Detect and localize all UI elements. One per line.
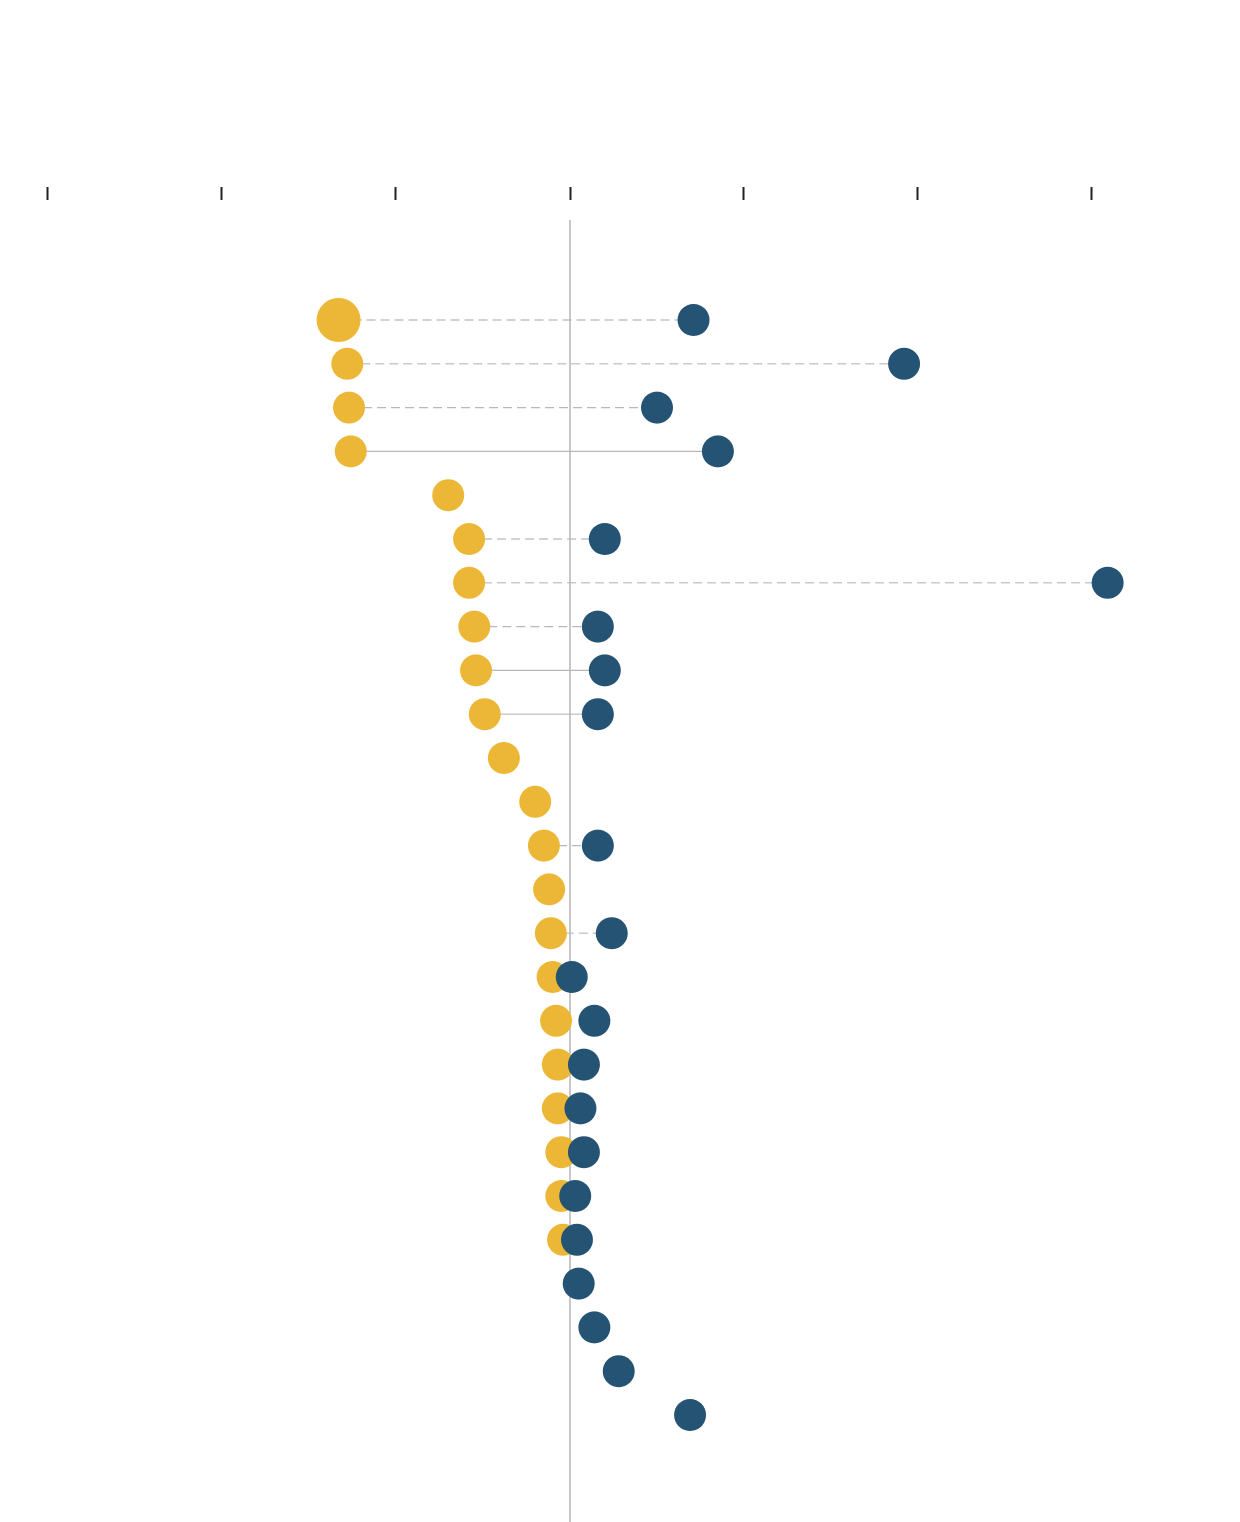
- x-axis-ticks: [46, 187, 1093, 200]
- series-b-dot: [581, 610, 614, 643]
- series-b-dots: [555, 304, 1124, 1431]
- series-b-dot: [555, 961, 588, 993]
- series-a-dot: [487, 742, 520, 774]
- series-a-dot: [545, 1136, 578, 1169]
- series-a-dot: [541, 1048, 574, 1081]
- series-a-dot: [331, 347, 364, 380]
- series-a-dot: [453, 566, 486, 599]
- series-b-dot: [564, 1092, 597, 1125]
- series-a-dots: [316, 298, 580, 1256]
- series-a-dot: [460, 654, 493, 687]
- series-b-dot: [578, 1311, 611, 1344]
- series-b-dot: [595, 917, 628, 950]
- series-b-dot: [578, 1004, 611, 1037]
- series-b-dot: [560, 1223, 593, 1256]
- series-b-dot: [888, 347, 921, 380]
- series-b-dot: [674, 1399, 707, 1431]
- series-b-dot: [588, 523, 621, 555]
- series-b-dot: [588, 654, 621, 687]
- series-a-dot: [432, 479, 465, 512]
- connector-lines: [338, 319, 1108, 934]
- series-a-dot: [534, 917, 567, 950]
- series-a-dot: [519, 785, 552, 818]
- series-b-dot: [559, 1180, 592, 1212]
- series-b-dot: [567, 1048, 600, 1081]
- series-a-dot: [541, 1092, 574, 1125]
- series-a-dot: [334, 435, 367, 468]
- series-a-dot: [527, 829, 560, 862]
- series-a-dot: [316, 298, 361, 342]
- series-a-dot: [458, 610, 491, 643]
- series-b-dot: [641, 391, 673, 424]
- series-b-dot: [562, 1267, 595, 1300]
- series-b-dot: [567, 1136, 600, 1169]
- series-a-dot: [533, 873, 566, 906]
- series-b-dot: [1091, 566, 1124, 599]
- series-a-dot: [333, 391, 366, 424]
- series-b-dot: [602, 1355, 635, 1388]
- series-a-dot: [453, 523, 486, 555]
- series-b-dot: [701, 435, 734, 468]
- series-b-dot: [581, 698, 614, 731]
- series-b-dot: [581, 829, 614, 862]
- series-a-dot: [540, 1004, 573, 1037]
- series-b-dot: [677, 304, 710, 336]
- series-a-dot: [468, 698, 501, 731]
